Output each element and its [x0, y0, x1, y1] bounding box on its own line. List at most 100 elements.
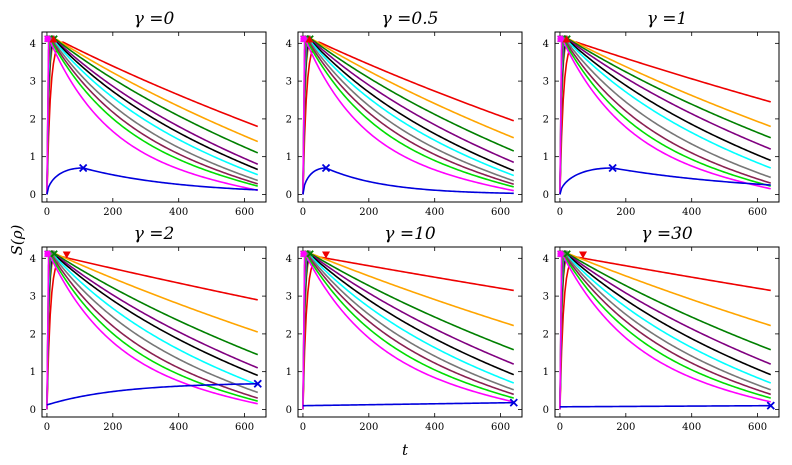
peak-marker	[563, 250, 571, 258]
y-tick-label: 3	[543, 77, 549, 88]
series-line-3	[559, 254, 772, 410]
y-tick-label: 0	[543, 190, 549, 201]
magenta-peak-marker	[300, 35, 307, 42]
panel-title: γ =2	[134, 224, 175, 244]
series-line-2	[302, 251, 514, 410]
blue-max-marker	[79, 163, 88, 173]
y-tick-label: 1	[543, 152, 549, 163]
series-line-4	[46, 252, 259, 410]
series-line-4	[302, 252, 515, 410]
series-line-4	[559, 252, 772, 410]
series-line-6	[46, 252, 259, 410]
panel-5: γ =10 0 200 400 600 0 1 2 3 4	[286, 224, 523, 433]
x-tick-label: 400	[425, 422, 444, 433]
x-tick-label: 0	[44, 207, 50, 218]
series-line-3	[46, 254, 258, 410]
x-tick-label: 0	[557, 207, 563, 218]
magenta-peak-marker	[44, 35, 51, 42]
series-line-1	[302, 254, 514, 410]
x-tick-label: 200	[616, 422, 635, 433]
x-tick-label: 200	[103, 422, 122, 433]
series-line-9	[302, 38, 515, 195]
series-line-0	[46, 167, 258, 195]
panel-1: γ =0 0 200 400 600 0 1 2 3 4	[30, 9, 267, 218]
series-line-0	[46, 382, 258, 406]
y-tick-label: 4	[286, 254, 292, 265]
x-tick-label: 600	[491, 422, 510, 433]
y-tick-label: 3	[286, 77, 292, 88]
series-line-6	[559, 252, 772, 410]
x-tick-label: 400	[169, 207, 188, 218]
y-tick-label: 3	[286, 292, 292, 303]
panel-frame	[554, 246, 780, 418]
series-line-8	[302, 37, 515, 195]
y-tick-label: 4	[543, 39, 549, 50]
series-line-0	[559, 404, 771, 408]
series-line-5	[559, 254, 772, 410]
series-line-9	[302, 253, 515, 410]
series-line-9	[46, 253, 259, 410]
x-tick-label: 0	[300, 207, 306, 218]
series-line-10	[559, 41, 771, 195]
y-axis-label: S(ρ)	[8, 224, 26, 255]
series-line-8	[559, 37, 772, 195]
series-line-8	[302, 252, 515, 410]
panel-frame	[297, 246, 523, 418]
series-line-5	[302, 38, 515, 195]
x-axis-label: t	[402, 441, 409, 459]
red-peak-marker	[305, 35, 314, 43]
x-tick-label: 0	[557, 422, 563, 433]
panel-title: γ =10	[384, 224, 436, 244]
red-peak-marker	[49, 35, 58, 43]
series-line-9	[559, 253, 772, 410]
y-tick-label: 2	[543, 114, 549, 125]
series-line-4	[302, 37, 515, 195]
y-tick-label: 4	[543, 254, 549, 265]
y-tick-label: 3	[30, 292, 36, 303]
x-tick-label: 400	[169, 422, 188, 433]
panel-frame	[297, 31, 523, 203]
series-line-10	[302, 256, 514, 410]
x-tick-label: 200	[359, 207, 378, 218]
series-line-3	[302, 39, 514, 195]
y-tick-label: 4	[286, 39, 292, 50]
panel-3: γ =1 0 200 400 600 0 1 2 3 4	[543, 9, 780, 218]
magenta-peak-marker	[300, 250, 307, 257]
y-tick-label: 2	[30, 114, 36, 125]
panel-frame	[41, 31, 267, 203]
blue-max-marker	[509, 398, 518, 407]
y-tick-label: 1	[543, 367, 549, 378]
series-line-7	[302, 253, 515, 410]
series-line-3	[46, 39, 258, 195]
series-line-1	[302, 40, 514, 195]
y-tick-label: 2	[543, 329, 549, 340]
series-line-7	[302, 38, 515, 195]
x-tick-label: 0	[300, 422, 306, 433]
panel-4: γ =2 0 200 400 600 0 1 2 3 4	[30, 224, 267, 433]
series-line-10	[46, 256, 258, 410]
series-line-7	[559, 253, 772, 410]
series-line-1	[46, 254, 258, 410]
panel-frame	[41, 246, 267, 418]
series-line-5	[46, 38, 259, 195]
peak-marker	[306, 250, 314, 258]
series-line-2	[559, 251, 771, 410]
y-tick-label: 0	[30, 190, 36, 201]
magenta-peak-marker	[557, 35, 564, 42]
x-tick-label: 600	[491, 207, 510, 218]
series-line-1	[559, 254, 771, 410]
y-tick-label: 1	[30, 367, 36, 378]
panel-2: γ =0.5 0 200 400 600 0 1 2 3 4	[286, 9, 523, 218]
y-tick-label: 4	[30, 39, 36, 50]
series-line-10	[559, 256, 771, 410]
panel-title: γ =0	[134, 9, 175, 29]
magenta-peak-marker	[557, 250, 564, 257]
x-tick-label: 0	[44, 422, 50, 433]
y-tick-label: 2	[286, 329, 292, 340]
red-peak-marker	[62, 251, 71, 259]
x-tick-label: 600	[748, 207, 767, 218]
x-tick-label: 400	[682, 207, 701, 218]
x-tick-label: 400	[425, 207, 444, 218]
